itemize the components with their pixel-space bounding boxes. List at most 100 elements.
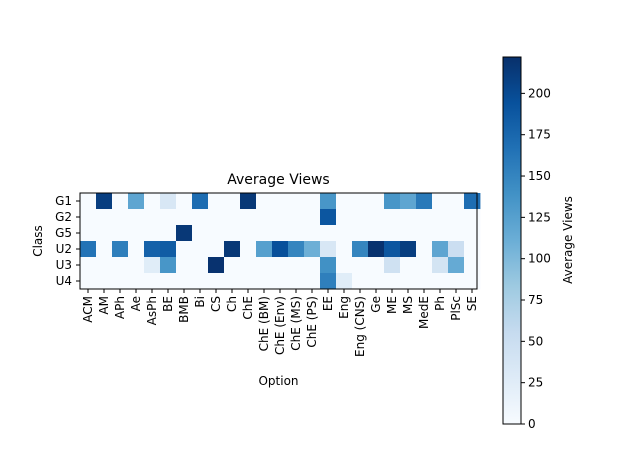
x-tick-label: Eng (CNS) bbox=[353, 296, 367, 357]
heatmap-cell bbox=[112, 241, 129, 258]
heatmap-cell bbox=[256, 209, 273, 226]
heatmap-cell bbox=[128, 241, 145, 258]
heatmap-cell bbox=[176, 273, 193, 290]
heatmap-cell bbox=[160, 257, 177, 274]
heatmap-cell bbox=[192, 193, 209, 210]
heatmap-cell bbox=[80, 193, 97, 210]
heatmap-cell bbox=[224, 257, 241, 274]
heatmap-cell bbox=[144, 273, 161, 290]
x-tick-label: Ch bbox=[225, 296, 239, 312]
heatmap-cell bbox=[448, 257, 465, 274]
heatmap-cell bbox=[304, 241, 321, 258]
x-tick-label: Ae bbox=[129, 296, 143, 311]
heatmap-cell bbox=[176, 257, 193, 274]
heatmap-cell bbox=[304, 257, 321, 274]
heatmap-cell bbox=[352, 209, 369, 226]
heatmap-cell bbox=[128, 257, 145, 274]
x-tick-label: ChE (MS) bbox=[289, 296, 303, 351]
heatmap-cell bbox=[96, 241, 113, 258]
x-tick-label: ChE bbox=[241, 296, 255, 320]
heatmap-cell bbox=[96, 273, 113, 290]
heatmap-cell bbox=[128, 193, 145, 210]
heatmap-cell bbox=[288, 225, 305, 242]
x-tick-label: MS bbox=[401, 296, 415, 314]
heatmap-cell bbox=[336, 257, 353, 274]
heatmap-cell bbox=[208, 193, 225, 210]
heatmap-cell bbox=[272, 209, 289, 226]
heatmap-cell bbox=[240, 241, 257, 258]
heatmap-cell bbox=[400, 193, 417, 210]
heatmap-cell bbox=[272, 257, 289, 274]
heatmap-cell bbox=[464, 209, 481, 226]
x-tick-label: Ph bbox=[433, 296, 447, 311]
colorbar-tick-label: 0 bbox=[528, 417, 536, 431]
colorbar-tick-label: 175 bbox=[528, 128, 551, 142]
heatmap-cell bbox=[400, 209, 417, 226]
heatmap-cell bbox=[256, 257, 273, 274]
heatmap-cell bbox=[432, 257, 449, 274]
colorbar-tick-label: 125 bbox=[528, 210, 551, 224]
colorbar-frame bbox=[502, 56, 522, 425]
heatmap-cell bbox=[432, 193, 449, 210]
chart-title: Average Views bbox=[227, 172, 329, 188]
heatmap-cell bbox=[128, 273, 145, 290]
heatmap-cell bbox=[384, 225, 401, 242]
x-tick-label: AM bbox=[97, 296, 111, 315]
heatmap-cell bbox=[128, 209, 145, 226]
heatmap-cell bbox=[176, 225, 193, 242]
heatmap-cell bbox=[288, 257, 305, 274]
heatmap-cell bbox=[160, 273, 177, 290]
heatmap-cell bbox=[320, 209, 337, 226]
heatmap-cell bbox=[352, 193, 369, 210]
heatmap-cell bbox=[144, 193, 161, 210]
heatmap-cell bbox=[96, 225, 113, 242]
colorbar-axis: 0 25 50 75 100 125 150 175 200 bbox=[521, 86, 551, 431]
heatmap-cell bbox=[288, 193, 305, 210]
y-tick-label: U3 bbox=[56, 258, 72, 272]
heatmap-cell bbox=[336, 241, 353, 258]
heatmap-cell bbox=[304, 209, 321, 226]
heatmap-cell bbox=[144, 225, 161, 242]
heatmap-cell bbox=[208, 209, 225, 226]
heatmap-cell bbox=[192, 273, 209, 290]
x-tick-label: Eng bbox=[337, 296, 351, 319]
heatmap-cell bbox=[144, 241, 161, 258]
heatmap-cell bbox=[256, 193, 273, 210]
heatmap-cell bbox=[240, 257, 257, 274]
heatmap-cell bbox=[432, 241, 449, 258]
heatmap-cell bbox=[416, 257, 433, 274]
heatmap-cell bbox=[400, 241, 417, 258]
heatmap-cell bbox=[192, 241, 209, 258]
heatmap-cell bbox=[368, 193, 385, 210]
colorbar-tick-label: 25 bbox=[528, 376, 543, 390]
x-tick-label: MedE bbox=[417, 296, 431, 329]
heatmap-cell bbox=[160, 241, 177, 258]
heatmap-cell bbox=[400, 225, 417, 242]
heatmap-cell bbox=[160, 225, 177, 242]
heatmap-cell bbox=[112, 257, 129, 274]
heatmap-cell bbox=[208, 273, 225, 290]
heatmap-cell bbox=[384, 257, 401, 274]
colorbar-tick-label: 50 bbox=[528, 334, 543, 348]
heatmap-cell bbox=[368, 241, 385, 258]
heatmap-cell bbox=[112, 225, 129, 242]
colorbar-label: Average Views bbox=[561, 196, 575, 284]
heatmap-cell bbox=[224, 193, 241, 210]
x-tick-label: AsPh bbox=[145, 296, 159, 325]
heatmap-cell bbox=[224, 209, 241, 226]
heatmap-cell bbox=[448, 241, 465, 258]
heatmap-cell bbox=[448, 273, 465, 290]
y-tick-label: U4 bbox=[56, 274, 72, 288]
heatmap-cell bbox=[288, 241, 305, 258]
heatmap-cell bbox=[256, 225, 273, 242]
heatmap-cell bbox=[368, 225, 385, 242]
heatmap-cell bbox=[384, 209, 401, 226]
x-axis-label: Option bbox=[258, 374, 298, 388]
heatmap-cell bbox=[176, 209, 193, 226]
x-tick-label: EE bbox=[321, 296, 335, 311]
heatmap-cell bbox=[352, 257, 369, 274]
heatmap-cell bbox=[416, 209, 433, 226]
y-axis: G1 G2 G5 U2 U3 U4 bbox=[55, 194, 80, 288]
heatmap-cell bbox=[416, 273, 433, 290]
heatmap-cell bbox=[192, 209, 209, 226]
